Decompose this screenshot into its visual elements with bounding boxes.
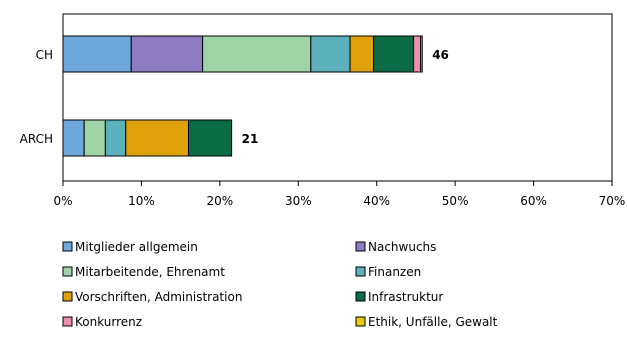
bar-segment	[373, 35, 415, 73]
x-tick-label: 60%	[520, 194, 547, 208]
bar-segment	[62, 35, 132, 73]
bar-segment	[130, 35, 204, 73]
legend-label: Nachwuchs	[368, 240, 436, 254]
legend-item: Ethik, Unfälle, Gewalt	[355, 315, 498, 329]
legend-item: Finanzen	[355, 265, 421, 279]
legend-item: Vorschriften, Administration	[62, 290, 242, 304]
bar-segment	[83, 119, 106, 157]
legend-item: Mitglieder allgemein	[62, 240, 198, 254]
legend-swatch	[62, 316, 73, 327]
y-category-label: ARCH	[20, 132, 53, 146]
bar-segment	[413, 35, 422, 73]
legend-label: Infrastruktur	[368, 290, 443, 304]
legend-swatch	[62, 291, 73, 302]
legend-swatch	[62, 266, 73, 277]
legend-item: Konkurrenz	[62, 315, 142, 329]
legend-item: Mitarbeitende, Ehrenamt	[62, 265, 225, 279]
x-tick-label: 70%	[599, 194, 626, 208]
legend-swatch	[355, 266, 366, 277]
bar-total-label: 21	[242, 132, 259, 146]
legend-item: Infrastruktur	[355, 290, 443, 304]
legend-label: Finanzen	[368, 265, 421, 279]
legend-swatch	[62, 241, 73, 252]
bar-segment	[104, 119, 127, 157]
x-tick-label: 0%	[53, 194, 72, 208]
x-tick-label: 20%	[207, 194, 234, 208]
legend-swatch	[355, 241, 366, 252]
bar-segment	[187, 119, 233, 157]
legend-swatch	[355, 316, 366, 327]
bar-segment	[62, 119, 85, 157]
bar-segment	[310, 35, 351, 73]
bar-total-label: 46	[432, 48, 449, 62]
legend-label: Ethik, Unfälle, Gewalt	[368, 315, 498, 329]
bar-segment	[202, 35, 312, 73]
bar-segment	[420, 35, 423, 73]
legend-label: Mitarbeitende, Ehrenamt	[75, 265, 225, 279]
legend-label: Vorschriften, Administration	[75, 290, 242, 304]
x-tick-label: 40%	[363, 194, 390, 208]
x-tick-label: 10%	[128, 194, 155, 208]
legend-label: Konkurrenz	[75, 315, 142, 329]
x-tick-label: 50%	[442, 194, 469, 208]
legend-swatch	[355, 291, 366, 302]
legend-label: Mitglieder allgemein	[75, 240, 198, 254]
bar-segment	[349, 35, 375, 73]
x-tick-label: 30%	[285, 194, 312, 208]
y-category-label: CH	[36, 48, 53, 62]
plot-frame	[62, 13, 613, 182]
legend-item: Nachwuchs	[355, 240, 436, 254]
bar-segment	[125, 119, 189, 157]
